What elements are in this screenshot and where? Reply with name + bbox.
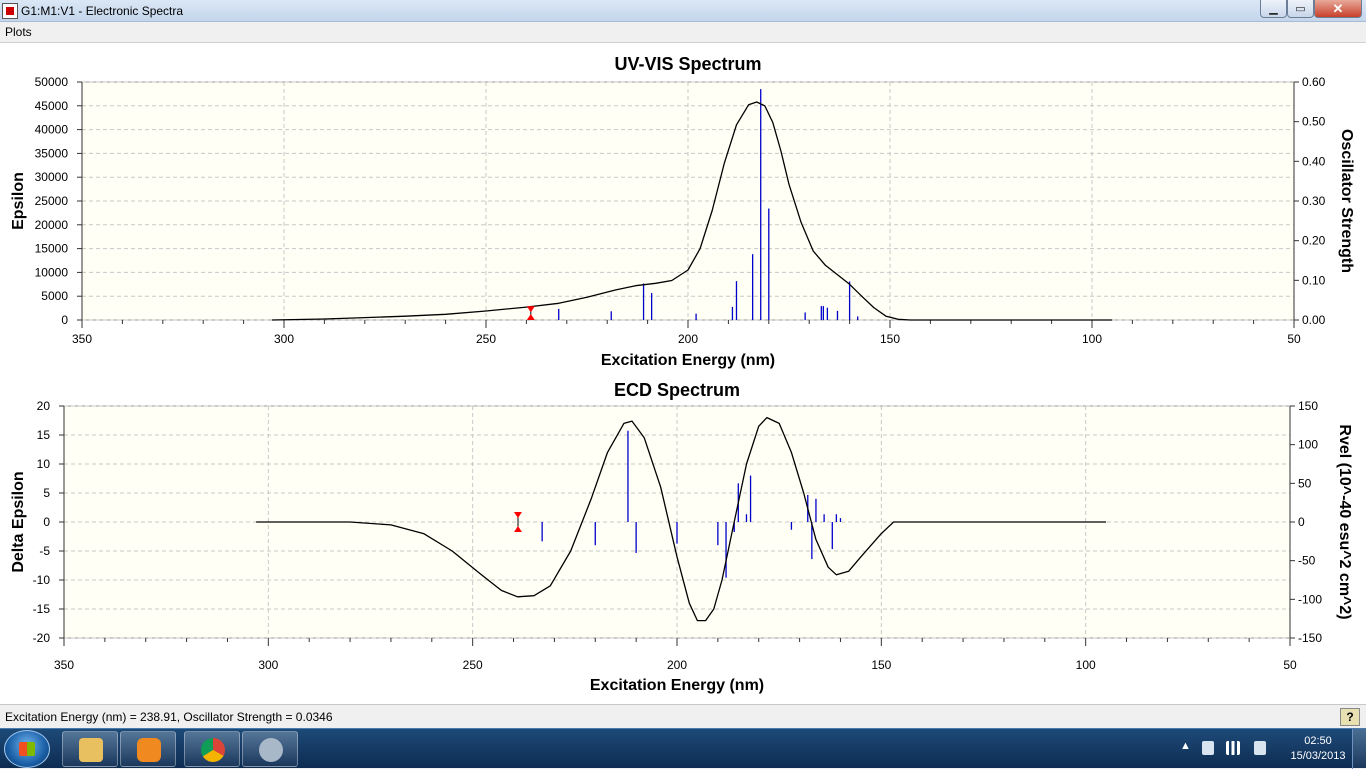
y-tick-label: -10 — [33, 573, 51, 587]
x-tick-label: 100 — [1076, 658, 1096, 672]
y-axis-label: Delta Epsilon — [10, 471, 27, 572]
y-tick-label: 15000 — [35, 242, 69, 256]
y-tick-label: -5 — [39, 544, 50, 558]
volume-icon[interactable] — [1254, 741, 1266, 755]
chart-title: UV-VIS Spectrum — [614, 54, 761, 74]
y-tick-label: 15 — [37, 428, 51, 442]
y2-tick-label: 0.50 — [1302, 115, 1326, 129]
y-tick-label: -15 — [33, 602, 51, 616]
marker-bottom-arrow — [513, 526, 522, 532]
help-button[interactable]: ? — [1340, 708, 1360, 726]
y2-tick-label: 0.20 — [1302, 234, 1326, 248]
x-tick-label: 200 — [678, 332, 698, 346]
minimize-button[interactable]: ▁ — [1260, 0, 1287, 18]
y-tick-label: 10 — [37, 457, 51, 471]
y-tick-label: 40000 — [35, 123, 69, 137]
window-title: G1:M1:V1 - Electronic Spectra — [21, 4, 184, 18]
close-icon: ✕ — [1332, 0, 1344, 16]
device-icon[interactable] — [1202, 741, 1214, 755]
y2-tick-label: -150 — [1298, 631, 1322, 645]
y-tick-label: 5000 — [41, 289, 68, 303]
y-tick-label: 25000 — [35, 194, 69, 208]
y2-tick-label: 0 — [1298, 515, 1305, 529]
y-tick-label: 0 — [43, 515, 50, 529]
y2-tick-label: -100 — [1298, 592, 1322, 606]
y-tick-label: 20 — [37, 399, 51, 413]
y2-tick-label: 0.30 — [1302, 194, 1326, 208]
taskbar: ▲ 02:50 15/03/2013 — [0, 728, 1366, 769]
x-tick-label: 50 — [1283, 658, 1297, 672]
x-tick-label: 250 — [463, 658, 483, 672]
spectra-charts: 350 300 250 200 150 100 5005000100001500020000… — [10, 54, 1355, 694]
y2-tick-label: 150 — [1298, 399, 1318, 413]
clock[interactable]: 02:50 15/03/2013 — [1288, 734, 1348, 764]
show-desktop-button[interactable] — [1352, 729, 1366, 769]
chrome-icon — [201, 738, 225, 762]
system-tray: ▲ — [1170, 737, 1290, 761]
y-tick-label: 45000 — [35, 99, 69, 113]
selection-marker — [526, 306, 535, 320]
clock-time: 02:50 — [1304, 735, 1332, 747]
taskbar-chrome-button[interactable] — [184, 731, 240, 767]
explorer-icon — [79, 738, 103, 762]
clock-date: 15/03/2013 — [1290, 750, 1346, 762]
marker-bottom-arrow — [526, 314, 535, 320]
x-tick-label: 350 — [72, 332, 92, 346]
start-button[interactable] — [4, 730, 50, 768]
network-icon[interactable] — [1226, 741, 1240, 755]
y2-tick-label: 0.40 — [1302, 154, 1326, 168]
show-hidden-icons-icon[interactable]: ▲ — [1180, 740, 1191, 752]
x-tick-label: 300 — [258, 658, 278, 672]
x-tick-label: 50 — [1287, 332, 1301, 346]
minimize-icon: ▁ — [1269, 3, 1278, 15]
taskbar-gaussview-button[interactable] — [242, 731, 298, 767]
x-tick-label: 150 — [871, 658, 891, 672]
x-tick-label: 300 — [274, 332, 294, 346]
y-tick-label: 30000 — [35, 170, 69, 184]
taskbar-explorer-button[interactable] — [62, 731, 118, 767]
x-tick-label: 200 — [667, 658, 687, 672]
gaussview-icon — [259, 738, 283, 762]
y-tick-label: 50000 — [35, 75, 69, 89]
marker-top-arrow — [526, 306, 535, 313]
y2-tick-label: 0.60 — [1302, 75, 1326, 89]
y2-axis-label: Rvel (10^-40 esu^2 cm^2) — [1336, 424, 1353, 619]
x-axis-label: Excitation Energy (nm) — [590, 677, 764, 694]
y2-tick-label: 0.10 — [1302, 273, 1326, 287]
chart-title: ECD Spectrum — [614, 380, 740, 400]
y-tick-label: 0 — [61, 313, 68, 327]
x-axis-label: Excitation Energy (nm) — [601, 352, 775, 369]
y2-tick-label: 0.00 — [1302, 313, 1326, 327]
y-tick-label: 10000 — [35, 265, 69, 279]
title-bar: G1:M1:V1 - Electronic Spectra ▁ ▭ ✕ — [0, 0, 1366, 22]
x-tick-label: 100 — [1082, 332, 1102, 346]
y-tick-label: 20000 — [35, 218, 69, 232]
y2-tick-label: 100 — [1298, 438, 1318, 452]
y2-tick-label: 50 — [1298, 476, 1312, 490]
status-text: Excitation Energy (nm) = 238.91, Oscilla… — [5, 710, 333, 724]
close-button[interactable]: ✕ — [1314, 0, 1362, 18]
y-axis-label: Epsilon — [10, 172, 27, 230]
y-tick-label: 5 — [43, 486, 50, 500]
y-tick-label: 35000 — [35, 146, 69, 160]
app-icon[interactable] — [2, 3, 18, 19]
taskbar-media-player-button[interactable] — [120, 731, 176, 767]
media-player-icon — [137, 738, 161, 762]
maximize-icon: ▭ — [1295, 3, 1306, 15]
y2-tick-label: -50 — [1298, 554, 1316, 568]
x-tick-label: 150 — [880, 332, 900, 346]
x-tick-label: 250 — [476, 332, 496, 346]
spectrum-curve — [256, 416, 1107, 622]
selection-marker — [513, 512, 522, 532]
marker-top-arrow — [513, 512, 522, 518]
status-bar: Excitation Energy (nm) = 238.91, Oscilla… — [0, 704, 1366, 728]
menu-item-plots[interactable]: Plots — [5, 25, 32, 39]
y-tick-label: -20 — [33, 631, 51, 645]
y2-axis-label: Oscillator Strength — [1338, 129, 1355, 273]
maximize-button[interactable]: ▭ — [1287, 0, 1314, 18]
x-tick-label: 350 — [54, 658, 74, 672]
menu-bar: Plots — [0, 22, 1366, 42]
